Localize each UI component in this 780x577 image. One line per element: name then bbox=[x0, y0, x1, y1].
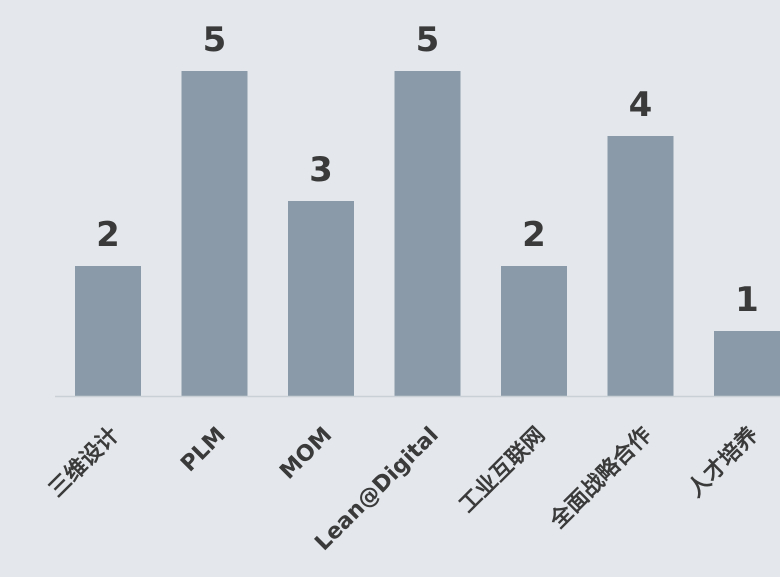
bar-3 bbox=[288, 201, 354, 396]
bars-layer bbox=[75, 71, 780, 396]
bar-7 bbox=[714, 331, 780, 396]
x-tick-label-6: 全面战略合作 bbox=[544, 422, 656, 534]
value-label-6: 4 bbox=[629, 85, 653, 125]
value-label-2: 5 bbox=[203, 20, 227, 60]
value-labels-layer: 2 5 3 5 2 4 1 bbox=[96, 20, 759, 320]
x-tick-label-3: MOM bbox=[275, 423, 337, 485]
x-tick-label-7: 人才培养 bbox=[683, 422, 764, 503]
value-label-1: 2 bbox=[96, 215, 120, 255]
x-tick-label-2: PLM bbox=[176, 423, 230, 477]
value-label-3: 3 bbox=[309, 150, 333, 190]
x-tick-label-1: 三维设计 bbox=[44, 422, 125, 503]
bar-1 bbox=[75, 266, 141, 396]
bar-5 bbox=[501, 266, 567, 396]
value-label-4: 5 bbox=[416, 20, 440, 60]
value-label-7: 1 bbox=[735, 280, 759, 320]
value-label-5: 2 bbox=[522, 215, 546, 255]
x-tick-label-5: 工业互联网 bbox=[455, 423, 550, 518]
bar-2 bbox=[181, 71, 248, 396]
bar-6 bbox=[607, 136, 674, 396]
bar-4 bbox=[394, 71, 461, 396]
